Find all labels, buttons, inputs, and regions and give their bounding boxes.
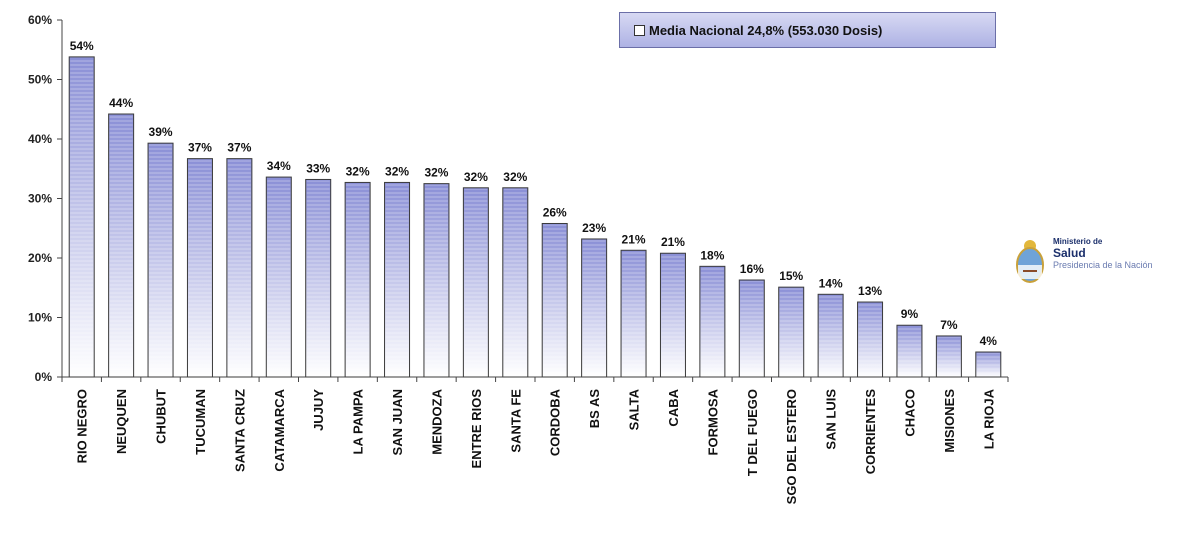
bar-texture	[188, 159, 212, 376]
category-label: SAN JUAN	[390, 389, 405, 455]
logo-line-3: Presidencia de la Nación	[1053, 260, 1153, 270]
category-label: ENTRE RIOS	[469, 389, 484, 469]
category-label: MISIONES	[942, 389, 957, 453]
category-label: CATAMARCA	[272, 388, 287, 471]
legend-swatch	[634, 24, 645, 36]
category-label: SGO DEL ESTERO	[784, 389, 799, 504]
data-label: 37%	[227, 141, 251, 155]
category-label: LA RIOJA	[981, 388, 996, 449]
data-label: 21%	[622, 232, 646, 246]
bar-texture	[937, 336, 961, 376]
logo-line-1: Ministerio de	[1053, 237, 1103, 246]
data-label: 32%	[464, 170, 488, 184]
data-label: 21%	[661, 235, 685, 249]
data-label: 23%	[582, 221, 606, 235]
bar-texture	[464, 188, 488, 376]
bar-texture	[149, 144, 173, 376]
category-label: SALTA	[627, 388, 642, 430]
bar-texture	[346, 183, 370, 376]
data-label: 32%	[385, 164, 409, 178]
data-label: 4%	[980, 334, 998, 348]
ministerio-salud-logo: Ministerio de Salud Presidencia de la Na…	[1013, 237, 1199, 289]
logo-line-2: Salud	[1053, 246, 1086, 260]
category-label: RIO NEGRO	[75, 389, 90, 463]
bar-texture	[267, 178, 291, 376]
category-label: SANTA FE	[508, 389, 523, 453]
category-label: JUJUY	[311, 389, 326, 431]
category-labels: RIO NEGRO NEUQUEN CHUBUT TUCUMAN SANTA CRUZ C…	[75, 388, 997, 504]
bar-texture	[306, 180, 330, 376]
category-label: CORDOBA	[548, 388, 563, 456]
data-label: 37%	[188, 141, 212, 155]
legend: Media Nacional 24,8% (553.030 Dosis)	[619, 12, 996, 48]
data-label: 16%	[740, 262, 764, 276]
data-label: 39%	[149, 125, 173, 139]
data-labels: 54% 44% 39% 37% 37% 34% 33% 32% 32% 32% 32% 32% 26% 2…	[70, 39, 998, 348]
bar-texture	[227, 159, 251, 376]
bar-texture	[385, 183, 409, 376]
bar-texture	[503, 188, 527, 376]
data-label: 18%	[700, 248, 724, 262]
axes: 0% 10% 20% 30% 40% 50% 60%	[28, 13, 1009, 384]
data-label: 9%	[901, 307, 919, 321]
bar-texture	[740, 281, 764, 376]
bar-texture	[582, 239, 606, 376]
data-label: 15%	[779, 269, 803, 283]
bar-texture	[70, 57, 94, 376]
category-label: SAN LUIS	[824, 389, 839, 450]
y-tick-label: 20%	[28, 251, 52, 265]
y-tick-label: 0%	[35, 370, 53, 384]
bar-texture	[858, 303, 882, 376]
category-label: TUCUMAN	[193, 389, 208, 455]
bar-texture	[424, 184, 448, 376]
y-tick-label: 60%	[28, 13, 52, 27]
category-label: CHACO	[902, 389, 917, 437]
data-label: 33%	[306, 161, 330, 175]
bar-texture	[543, 224, 567, 376]
data-label: 14%	[819, 276, 843, 290]
bar-texture	[109, 115, 133, 376]
y-tick-label: 10%	[28, 311, 52, 325]
bar-texture	[700, 267, 724, 376]
category-label: SANTA CRUZ	[232, 389, 247, 472]
y-tick-label: 40%	[28, 132, 52, 146]
bar-texture	[779, 288, 803, 376]
data-label: 32%	[346, 164, 370, 178]
data-label: 44%	[109, 96, 133, 110]
category-label: FORMOSA	[705, 388, 720, 455]
y-tick-label: 30%	[28, 192, 52, 206]
data-label: 54%	[70, 39, 94, 53]
data-label: 13%	[858, 284, 882, 298]
bar-texture	[897, 326, 921, 376]
bar-texture	[661, 254, 685, 376]
bar-texture	[976, 353, 1000, 376]
y-tick-label: 50%	[28, 73, 52, 87]
data-label: 34%	[267, 159, 291, 173]
category-label: T DEL FUEGO	[745, 389, 760, 476]
bars	[68, 56, 1002, 378]
category-label: NEUQUEN	[114, 389, 129, 454]
data-label: 26%	[543, 205, 567, 219]
category-label: CORRIENTES	[863, 389, 878, 475]
category-label: LA PAMPA	[351, 388, 366, 454]
data-label: 32%	[503, 170, 527, 184]
data-label: 32%	[424, 166, 448, 180]
category-label: BS AS	[587, 389, 602, 429]
category-label: CHUBUT	[154, 389, 169, 444]
category-label: MENDOZA	[429, 388, 444, 454]
legend-label: Media Nacional 24,8% (553.030 Dosis)	[649, 22, 883, 38]
bar-texture	[622, 251, 646, 376]
data-label: 7%	[940, 318, 958, 332]
category-label: CABA	[666, 388, 681, 426]
bar-texture	[819, 295, 843, 376]
argentina-coat-of-arms-icon	[1016, 240, 1044, 283]
